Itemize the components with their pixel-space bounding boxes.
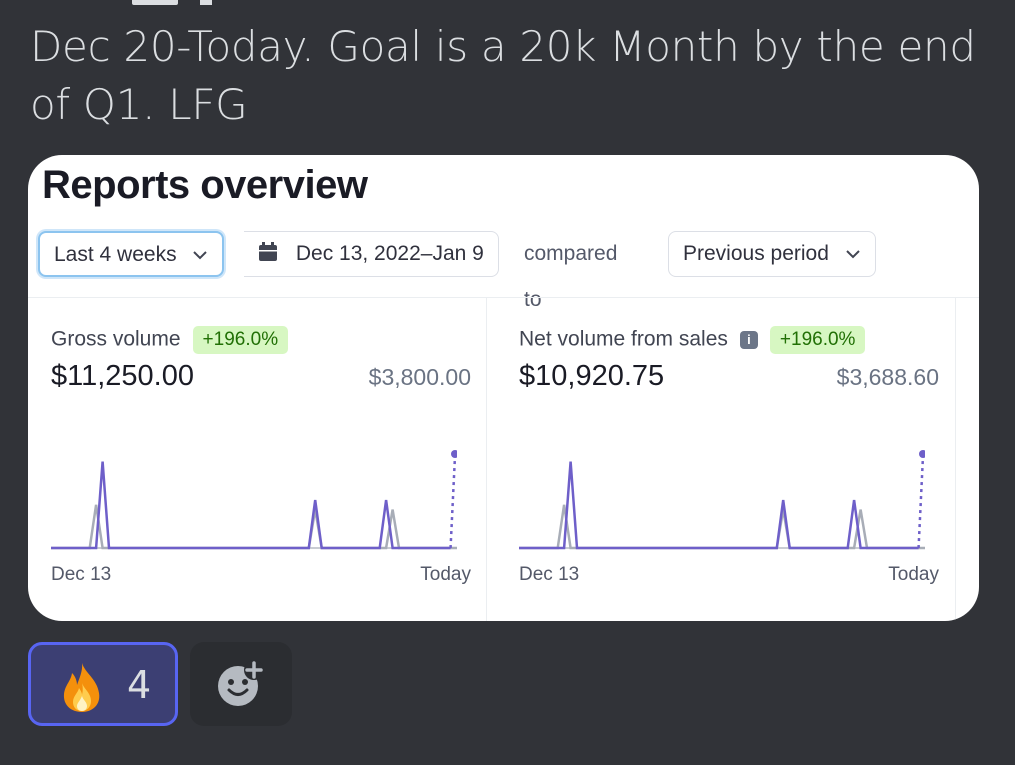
add-reaction-button[interactable] (190, 642, 292, 726)
chevron-down-icon (193, 251, 208, 260)
range-dropdown[interactable]: Last 4 weeks (38, 231, 225, 277)
previous-period-line (51, 504, 457, 550)
range-label: Last 4 weeks (54, 243, 177, 266)
comparison-dropdown[interactable]: Previous period (668, 231, 876, 277)
page-title: Reports overview (42, 163, 368, 207)
axis-start-label: Dec 13 (51, 564, 112, 585)
report-screenshot-card: Reports overview Last 4 weeks Dec 13, 20… (28, 155, 979, 621)
current-period-line (519, 461, 919, 550)
divider (486, 298, 487, 621)
change-badge: +196.0% (192, 326, 289, 354)
change-badge: +196.0% (769, 326, 866, 354)
compared-to-label: compared to (524, 242, 618, 311)
previous-message-fragment (200, 0, 212, 5)
reaction-fire[interactable]: 4 (28, 642, 178, 726)
metric-header: Gross volume +196.0% (51, 326, 289, 354)
chevron-down-icon (846, 250, 860, 259)
previous-message-fragment (132, 0, 178, 5)
current-period-projection (449, 455, 457, 549)
axis-end-label: Today (888, 564, 939, 585)
previous-value: $3,688.60 (836, 364, 939, 390)
metric-label: Net volume from sales (519, 327, 728, 351)
sparkline-chart (519, 450, 925, 550)
divider (28, 297, 979, 298)
metric-label: Gross volume (51, 327, 181, 351)
metric-header: Net volume from sales i +196.0% (519, 326, 866, 354)
latest-point (451, 450, 457, 458)
axis-end-label: Today (420, 564, 471, 585)
gross-volume-panel[interactable]: Gross volume +196.0% $11,250.00 $3,800.00… (51, 298, 471, 621)
net-volume-panel[interactable]: Net volume from sales i +196.0% $10,920.75… (519, 298, 939, 621)
info-icon[interactable]: i (739, 331, 758, 349)
divider (955, 298, 956, 621)
metric-value: $11,250.00 (51, 360, 194, 392)
previous-period-line (519, 504, 925, 550)
sparkline-chart (51, 450, 457, 550)
calendar-icon (259, 242, 277, 262)
current-period-line (51, 461, 451, 550)
date-range-label: Dec 13, 2022–Jan 9 (295, 242, 484, 265)
previous-value: $3,800.00 (368, 364, 471, 390)
date-range-picker[interactable]: Dec 13, 2022–Jan 9 (244, 231, 499, 277)
comparison-label: Previous period (683, 242, 829, 265)
fire-icon (63, 663, 100, 712)
reaction-count: 4 (127, 663, 152, 707)
axis-start-label: Dec 13 (519, 564, 580, 585)
message-text: Dec 20-Today. Goal is a 20k Month by the… (30, 22, 976, 129)
current-period-projection (917, 455, 925, 549)
latest-point (919, 450, 925, 458)
metric-value: $10,920.75 (519, 360, 665, 392)
add-emoji-icon (218, 660, 264, 706)
